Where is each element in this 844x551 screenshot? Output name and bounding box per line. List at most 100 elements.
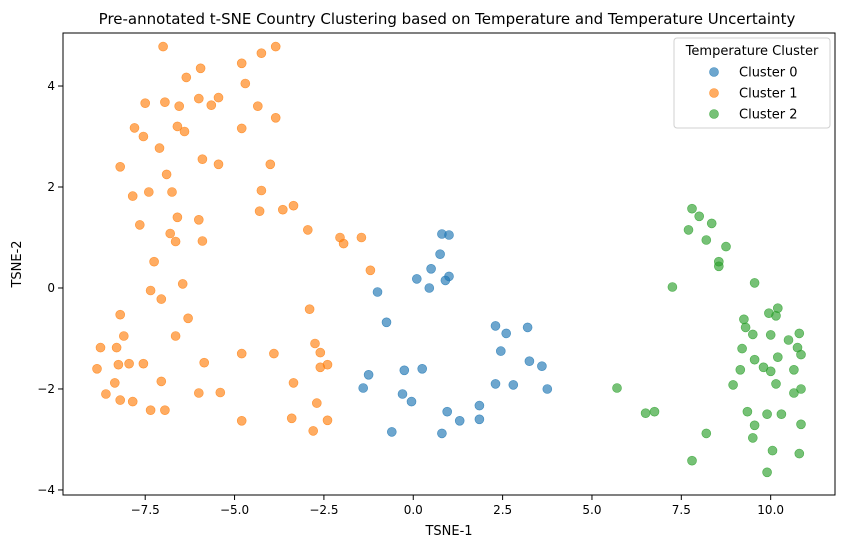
data-point-cluster-0 (442, 406, 453, 417)
legend-items: Cluster 0 Cluster 1 Cluster 2 (709, 66, 798, 123)
y-axis: −4 −2 0 2 4 (37, 79, 63, 497)
data-point-cluster-1 (197, 236, 208, 246)
data-point-cluster-1 (252, 101, 263, 111)
data-point-cluster-1 (256, 185, 267, 196)
data-point-cluster-1 (177, 279, 188, 289)
data-point-cluster-1 (365, 265, 376, 276)
data-point-cluster-1 (145, 405, 156, 416)
x-tick-label: −5.0 (220, 503, 249, 517)
data-point-cluster-2 (749, 354, 760, 365)
data-point-cluster-2 (721, 241, 731, 252)
data-point-cluster-1 (165, 228, 175, 239)
data-point-cluster-1 (172, 212, 183, 223)
data-point-cluster-1 (156, 376, 167, 387)
data-point-cluster-0 (358, 383, 369, 393)
data-point-cluster-0 (490, 321, 501, 331)
data-point-cluster-0 (444, 230, 454, 240)
data-point-cluster-1 (322, 415, 333, 426)
data-point-cluster-2 (796, 419, 806, 430)
data-point-cluster-1 (149, 256, 159, 267)
data-point-cluster-1 (277, 204, 288, 215)
data-point-cluster-1 (145, 285, 156, 296)
data-point-cluster-0 (524, 356, 535, 367)
data-point-cluster-2 (735, 364, 746, 375)
data-point-cluster-2 (758, 362, 769, 373)
data-point-cluster-2 (794, 448, 805, 459)
data-point-cluster-0 (372, 287, 383, 297)
data-point-cluster-2 (737, 343, 747, 354)
legend-marker-cluster-0 (709, 67, 719, 77)
data-point-cluster-2 (612, 383, 622, 393)
data-point-cluster-1 (101, 389, 111, 399)
x-axis-label: TSNE-1 (424, 524, 472, 539)
data-point-cluster-1 (154, 143, 165, 153)
data-point-cluster-1 (138, 358, 149, 369)
data-point-cluster-1 (213, 92, 224, 103)
data-point-cluster-1 (236, 123, 247, 134)
data-point-cluster-0 (399, 365, 410, 376)
data-point-cluster-2 (701, 235, 712, 245)
data-point-cluster-1 (236, 348, 247, 359)
data-point-cluster-1 (215, 387, 226, 398)
data-point-cluster-1 (206, 100, 217, 110)
data-point-cluster-1 (195, 63, 206, 74)
data-point-cluster-1 (115, 395, 125, 405)
data-point-cluster-0 (490, 379, 501, 389)
data-point-cluster-1 (127, 396, 138, 407)
data-point-cluster-2 (683, 225, 694, 235)
data-point-cluster-1 (161, 169, 172, 180)
data-point-cluster-0 (522, 322, 533, 333)
data-point-cluster-2 (783, 335, 794, 345)
data-point-cluster-2 (701, 428, 712, 439)
data-point-cluster-2 (789, 364, 799, 375)
data-point-cluster-2 (706, 218, 717, 229)
data-point-cluster-0 (381, 317, 392, 328)
data-point-cluster-2 (767, 445, 778, 456)
data-point-cluster-1 (256, 48, 267, 59)
data-point-cluster-1 (160, 405, 170, 416)
data-point-cluster-2 (789, 388, 799, 398)
data-point-cluster-1 (119, 331, 129, 341)
x-tick-label: 5.0 (582, 503, 601, 517)
legend-label-cluster-2: Cluster 2 (739, 108, 798, 123)
data-point-cluster-1 (286, 413, 297, 424)
x-tick-label: 2.5 (493, 503, 512, 517)
data-point-cluster-1 (172, 121, 183, 132)
y-tick-label: −4 (37, 483, 55, 497)
data-point-cluster-0 (435, 249, 445, 259)
x-tick-label: 7.5 (672, 503, 691, 517)
y-axis-label: TSNE-2 (10, 240, 25, 288)
data-point-cluster-2 (739, 314, 749, 325)
data-point-cluster-1 (129, 123, 140, 133)
data-point-cluster-1 (115, 162, 125, 172)
data-point-cluster-1 (127, 191, 138, 201)
data-point-cluster-1 (236, 415, 247, 426)
data-point-cluster-2 (747, 433, 758, 443)
data-point-cluster-1 (338, 238, 349, 249)
x-axis: −7.5 −5.0 −2.5 0.0 2.5 5.0 7.5 10.0 (131, 495, 784, 517)
data-point-cluster-1 (179, 126, 190, 137)
data-point-cluster-0 (440, 275, 451, 286)
data-point-cluster-1 (199, 357, 209, 368)
data-point-cluster-1 (92, 363, 102, 374)
data-point-cluster-1 (213, 159, 224, 170)
data-point-cluster-0 (411, 274, 422, 284)
data-point-cluster-2 (687, 203, 697, 214)
x-tick-label: 10.0 (757, 503, 784, 517)
data-point-cluster-2 (749, 420, 760, 431)
data-point-cluster-0 (386, 427, 397, 437)
data-point-cluster-1 (194, 388, 204, 398)
data-point-cluster-0 (406, 396, 417, 407)
data-point-cluster-2 (771, 310, 781, 321)
data-point-cluster-1 (254, 206, 265, 216)
data-point-cluster-1 (315, 347, 326, 358)
data-point-cluster-1 (311, 398, 322, 408)
data-point-cluster-2 (713, 261, 724, 272)
data-point-cluster-2 (796, 349, 806, 360)
data-point-cluster-2 (728, 380, 738, 390)
data-point-cluster-1 (288, 378, 299, 388)
plot-frame (62, 32, 836, 496)
data-point-cluster-0 (437, 428, 447, 439)
